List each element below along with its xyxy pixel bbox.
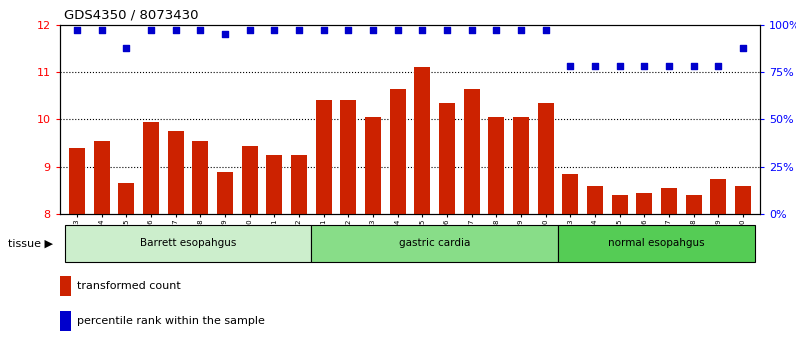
Text: Barrett esopahgus: Barrett esopahgus — [140, 238, 236, 249]
Point — [588, 64, 601, 69]
Bar — [217, 172, 233, 214]
Point — [539, 28, 552, 33]
Bar — [414, 67, 431, 214]
Bar — [513, 117, 529, 214]
Text: normal esopahgus: normal esopahgus — [608, 238, 705, 249]
Bar — [537, 103, 553, 214]
Point — [194, 28, 207, 33]
Point — [268, 28, 281, 33]
Bar — [315, 99, 332, 214]
Point — [638, 64, 650, 69]
Point — [514, 28, 527, 33]
Bar — [611, 195, 627, 214]
Point — [490, 28, 502, 33]
Bar — [119, 183, 135, 214]
Bar — [94, 141, 110, 214]
Point — [465, 28, 478, 33]
Bar — [735, 186, 751, 214]
Text: tissue ▶: tissue ▶ — [8, 238, 53, 249]
Bar — [587, 186, 603, 214]
Bar — [389, 89, 406, 214]
Bar — [60, 276, 71, 296]
Point — [662, 64, 675, 69]
Bar — [64, 225, 311, 262]
Point — [712, 64, 724, 69]
Point — [687, 64, 700, 69]
Bar — [60, 311, 71, 331]
Bar — [562, 174, 578, 214]
Point — [416, 28, 428, 33]
Bar — [661, 188, 677, 214]
Point — [96, 28, 108, 33]
Point — [613, 64, 626, 69]
Bar — [242, 145, 258, 214]
Bar — [340, 99, 357, 214]
Bar — [636, 193, 652, 214]
Bar — [488, 117, 505, 214]
Bar — [267, 155, 283, 214]
Point — [244, 28, 256, 33]
Text: transformed count: transformed count — [77, 281, 181, 291]
Point — [120, 45, 133, 50]
Point — [170, 28, 182, 33]
Point — [392, 28, 404, 33]
Text: GDS4350 / 8073430: GDS4350 / 8073430 — [64, 9, 198, 22]
Point — [145, 28, 158, 33]
Text: gastric cardia: gastric cardia — [399, 238, 470, 249]
Point — [219, 32, 232, 37]
Bar — [311, 225, 558, 262]
Point — [440, 28, 453, 33]
Bar — [439, 103, 455, 214]
Bar — [168, 131, 184, 214]
Point — [736, 45, 749, 50]
Bar — [710, 179, 726, 214]
Bar — [463, 89, 480, 214]
Bar — [685, 195, 701, 214]
Point — [293, 28, 306, 33]
Text: percentile rank within the sample: percentile rank within the sample — [77, 316, 265, 326]
Point — [564, 64, 576, 69]
Point — [367, 28, 380, 33]
Bar — [291, 155, 307, 214]
Bar — [69, 148, 85, 214]
Bar — [558, 225, 755, 262]
Point — [318, 28, 330, 33]
Bar — [193, 141, 209, 214]
Bar — [365, 117, 381, 214]
Bar — [143, 122, 159, 214]
Point — [71, 28, 84, 33]
Point — [342, 28, 355, 33]
